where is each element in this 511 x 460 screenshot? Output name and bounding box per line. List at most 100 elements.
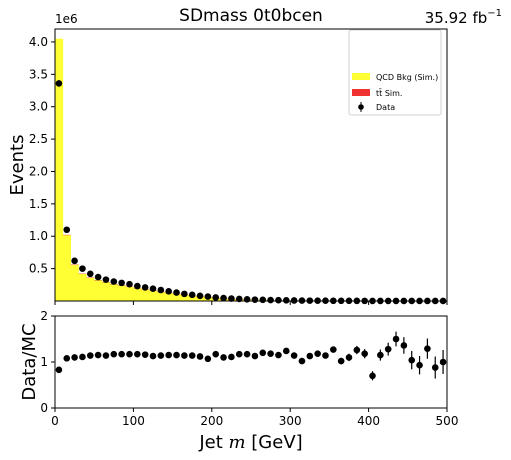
ratio-y-ticks: 0 1 2 bbox=[40, 309, 55, 415]
data-point bbox=[188, 291, 196, 299]
ratio-point bbox=[384, 345, 392, 353]
ratio-point bbox=[345, 354, 353, 361]
data-point bbox=[86, 270, 94, 278]
main-y-tick-label: 2.5 bbox=[29, 132, 48, 146]
ratio-point bbox=[243, 350, 251, 358]
data-point bbox=[196, 292, 204, 300]
ratio-plot-area bbox=[55, 316, 447, 408]
ratio-point bbox=[63, 355, 71, 362]
ratio-point bbox=[314, 350, 321, 358]
ratio-point bbox=[259, 349, 267, 357]
qcd-bar bbox=[164, 292, 173, 301]
ratio-point bbox=[400, 342, 408, 349]
legend-swatch bbox=[352, 73, 370, 80]
ratio-point bbox=[204, 355, 212, 363]
ratio-point bbox=[377, 351, 384, 359]
ratio-point bbox=[110, 350, 118, 358]
qcd-bar bbox=[109, 284, 119, 301]
ratio-y-tick-label: 2 bbox=[40, 309, 48, 323]
ratio-point bbox=[306, 352, 314, 360]
legend-marker bbox=[358, 104, 364, 110]
lumi-exponent: −1 bbox=[487, 8, 502, 19]
x-axis-label-prefix: Jet bbox=[198, 432, 228, 453]
ratio-point bbox=[94, 351, 102, 359]
ratio-point bbox=[337, 357, 345, 365]
data-point bbox=[110, 278, 118, 285]
qcd-bar bbox=[55, 38, 64, 301]
data-point bbox=[220, 294, 227, 302]
ratio-point bbox=[196, 353, 204, 360]
qcd-bar bbox=[172, 293, 181, 301]
data-point bbox=[275, 296, 282, 304]
qcd-bar bbox=[156, 291, 166, 301]
ratio-point bbox=[361, 350, 368, 358]
x-axis-label-variable: m bbox=[228, 432, 245, 453]
ratio-point bbox=[55, 366, 63, 374]
main-y-tick-label: 1.0 bbox=[29, 229, 48, 243]
data-point bbox=[165, 287, 172, 295]
data-point bbox=[94, 273, 102, 281]
main-y-tick-label: 2.0 bbox=[29, 164, 48, 178]
ratio-point bbox=[392, 335, 400, 343]
ratio-y-tick-label: 1 bbox=[40, 355, 48, 369]
main-y-tick-label: 3.0 bbox=[29, 100, 48, 114]
ratio-point bbox=[369, 372, 376, 380]
x-tick-label: 300 bbox=[279, 414, 302, 428]
data-point bbox=[71, 257, 78, 265]
ratio-point bbox=[322, 352, 329, 359]
main-y-ticks: 0.5 1.0 1.5 2.0 2.5 3.0 3.5 4.0 bbox=[29, 35, 55, 276]
ratio-point bbox=[165, 351, 172, 359]
ratio-point bbox=[439, 358, 447, 366]
qcd-bar bbox=[70, 264, 79, 301]
ratio-point bbox=[424, 345, 431, 352]
data-point bbox=[267, 296, 274, 304]
main-y-tick-label: 4.0 bbox=[29, 35, 48, 49]
x-tick-label: 200 bbox=[200, 414, 223, 428]
data-point bbox=[55, 80, 63, 87]
x-tick-label: 400 bbox=[357, 414, 380, 428]
ratio-point bbox=[126, 350, 133, 358]
ratio-point bbox=[141, 351, 149, 358]
ratio-point bbox=[235, 350, 243, 358]
data-point bbox=[157, 286, 165, 294]
qcd-bar bbox=[149, 290, 158, 301]
x-tick-label: 100 bbox=[122, 414, 145, 428]
ratio-point bbox=[212, 350, 220, 358]
chart-title: SDmass 0t0bcen bbox=[179, 6, 323, 26]
data-points-main bbox=[55, 80, 447, 305]
lumi-value: 35.92 fb bbox=[425, 9, 488, 27]
data-point bbox=[243, 296, 251, 303]
legend-entries: QCD Bkg (Sim.) tt̄ Sim. Data bbox=[352, 73, 438, 112]
ratio-point bbox=[181, 352, 188, 359]
qcd-bar bbox=[133, 288, 142, 301]
main-y-tick-label: 1.5 bbox=[29, 197, 48, 211]
ratio-y-axis-label: Data/MC bbox=[19, 323, 40, 400]
ratio-point bbox=[416, 361, 423, 369]
data-point bbox=[149, 285, 157, 292]
data-point bbox=[118, 279, 125, 287]
qcd-bar bbox=[141, 289, 150, 301]
lumi-label: 35.92 fb−1 bbox=[425, 8, 502, 27]
main-y-tick-label: 0.5 bbox=[29, 262, 48, 276]
ratio-point bbox=[267, 350, 274, 358]
ratio-point bbox=[149, 352, 157, 360]
data-point bbox=[290, 297, 298, 304]
main-y-axis-label: Events bbox=[7, 135, 28, 196]
ratio-point bbox=[408, 356, 416, 364]
qcd-bar bbox=[94, 280, 103, 301]
ratio-point bbox=[353, 346, 361, 354]
ratio-point bbox=[157, 352, 165, 359]
ratio-point bbox=[86, 352, 94, 359]
ratio-point bbox=[188, 352, 196, 359]
y-multiplier: 1e6 bbox=[55, 12, 78, 26]
data-point bbox=[228, 295, 235, 302]
qcd-bar bbox=[62, 234, 71, 301]
data-point bbox=[126, 280, 133, 288]
ratio-point bbox=[79, 353, 86, 361]
ratio-point bbox=[290, 352, 298, 359]
ratio-point bbox=[275, 351, 282, 359]
data-point bbox=[181, 290, 188, 298]
x-axis-label: Jet m [GeV] bbox=[198, 432, 302, 453]
data-point bbox=[102, 276, 110, 283]
